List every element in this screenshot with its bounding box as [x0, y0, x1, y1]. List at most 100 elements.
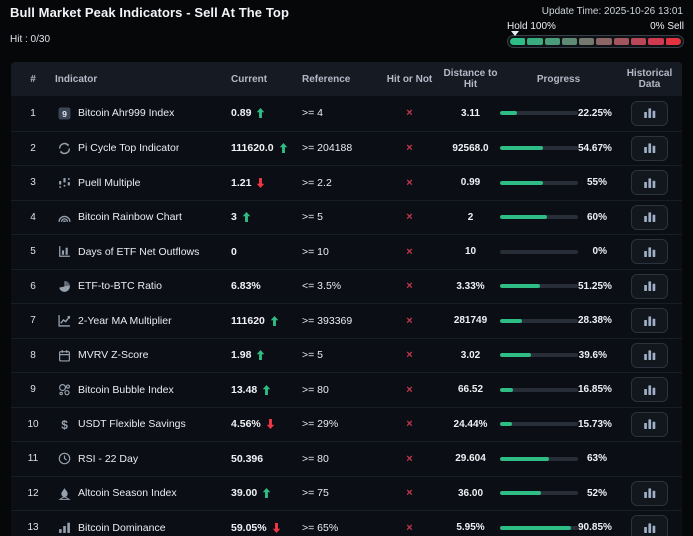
current-value: 3 — [231, 211, 237, 224]
historical-data-button[interactable] — [631, 411, 668, 437]
histogram-icon — [643, 280, 657, 292]
reference-value: >= 393369 — [302, 314, 353, 327]
indicator-name: USDT Flexible Savings — [78, 418, 186, 431]
not-hit-mark: × — [406, 349, 413, 362]
gauge-bar[interactable] — [507, 31, 684, 48]
progress-percent: 22.25% — [578, 107, 612, 119]
indicators-table: # Indicator Current Reference Hit or Not… — [11, 62, 682, 536]
dollar-icon: $ — [58, 418, 71, 431]
progress-percent: 63% — [586, 453, 607, 465]
arrow-down-icon — [256, 177, 265, 188]
row-number: 6 — [30, 280, 36, 292]
current-value: 1.98 — [231, 349, 252, 362]
historical-data-button[interactable] — [631, 204, 668, 230]
page-title: Bull Market Peak Indicators - Sell At Th… — [10, 5, 289, 20]
historical-data-button[interactable] — [631, 342, 668, 368]
histogram-icon — [643, 246, 657, 258]
progress-bar — [500, 318, 578, 323]
historical-data-button[interactable] — [631, 480, 668, 506]
historical-data-button[interactable] — [631, 135, 668, 161]
table-row: 8 MVRV Z-Score 1.98 >= 5 × 3.02 39.6% — [11, 337, 682, 372]
histogram-icon — [643, 142, 657, 154]
indicator-name: Bitcoin Dominance — [78, 521, 166, 534]
column-header-number: # — [30, 73, 36, 85]
column-header-progress: Progress — [536, 73, 581, 85]
table-row: 13 Bitcoin Dominance 59.05% >= 65% × 5.9… — [11, 510, 682, 536]
progress-bar — [500, 353, 578, 358]
historical-data-button[interactable] — [631, 239, 668, 265]
histogram-icon — [643, 349, 657, 361]
scatter-chart-icon — [58, 176, 71, 189]
arrow-up-icon — [256, 108, 265, 119]
column-header-distance: Distance to Hit — [443, 68, 498, 90]
historical-data-button[interactable] — [631, 377, 668, 403]
distance-value: 36.00 — [457, 487, 484, 499]
not-hit-mark: × — [406, 107, 413, 120]
reference-value: >= 29% — [302, 418, 339, 431]
progress-bar — [500, 525, 578, 530]
ascending-bars-icon — [58, 521, 71, 534]
gauge-segment — [527, 38, 543, 45]
pie-chart-icon — [58, 280, 71, 293]
historical-data-button[interactable] — [631, 273, 668, 299]
table-header-row: # Indicator Current Reference Hit or Not… — [11, 62, 682, 96]
distance-value: 3.11 — [461, 107, 480, 119]
bubbles-icon — [58, 383, 71, 396]
reference-value: >= 80 — [302, 383, 329, 396]
progress-percent: 90.85% — [578, 522, 612, 534]
progress-percent: 16.85% — [578, 384, 612, 396]
progress-percent: 52% — [586, 487, 607, 499]
table-row: 9 Bitcoin Bubble Index 13.48 >= 80 × 66.… — [11, 372, 682, 407]
not-hit-mark: × — [406, 383, 413, 396]
distance-value: 24.44% — [453, 418, 488, 430]
historical-data-button[interactable] — [631, 100, 668, 126]
not-hit-mark: × — [406, 521, 413, 534]
row-number: 8 — [30, 349, 36, 361]
bar-chart-axis-icon — [58, 245, 71, 258]
indicator-name: 2-Year MA Multiplier — [78, 314, 172, 327]
gauge-segment — [613, 38, 630, 45]
not-hit-mark: × — [406, 314, 413, 327]
progress-percent: 15.73% — [578, 418, 612, 430]
historical-data-button[interactable] — [631, 170, 668, 196]
not-hit-mark: × — [406, 280, 413, 293]
clock-icon — [58, 452, 71, 465]
arrow-up-icon — [262, 384, 271, 395]
cycle-arrows-icon — [58, 142, 71, 155]
distance-value: 0.99 — [460, 177, 481, 189]
svg-text:$: $ — [61, 418, 68, 431]
gauge-segment — [561, 38, 578, 45]
row-number: 7 — [30, 315, 36, 327]
reference-value: >= 65% — [302, 521, 339, 534]
arrow-up-icon — [242, 212, 251, 223]
reference-value: >= 2.2 — [302, 176, 332, 189]
row-number: 3 — [30, 177, 36, 189]
svg-text:9: 9 — [62, 109, 67, 119]
reference-value: >= 204188 — [302, 142, 353, 155]
gauge-segment — [510, 38, 526, 45]
current-value: 111620 — [231, 314, 265, 327]
table-row: 5 Days of ETF Net Outflows 0 >= 10 × 10 … — [11, 234, 682, 269]
distance-value: 2 — [467, 211, 474, 223]
progress-bar — [500, 249, 578, 254]
progress-percent: 55% — [586, 177, 607, 189]
table-row: 4 Bitcoin Rainbow Chart 3 >= 5 × 2 60% — [11, 199, 682, 234]
historical-data-button[interactable] — [631, 515, 668, 536]
current-value: 0.89 — [231, 107, 252, 120]
indicator-name: Puell Multiple — [78, 176, 141, 189]
progress-bar — [500, 284, 578, 289]
current-value: 13.48 — [231, 383, 258, 396]
not-hit-mark: × — [406, 176, 413, 189]
current-value: 6.83% — [231, 280, 261, 293]
progress-bar — [500, 180, 578, 185]
hold-sell-gauge: Hold 100% 0% Sell — [507, 21, 684, 48]
gauge-segment — [631, 38, 647, 45]
progress-bar — [500, 146, 578, 151]
distance-value: 281749 — [453, 315, 488, 327]
histogram-icon — [643, 107, 657, 119]
table-row: 6 ETF-to-BTC Ratio 6.83% <= 3.5% × 3.33%… — [11, 268, 682, 303]
progress-bar — [500, 456, 578, 461]
gauge-segment — [544, 38, 560, 45]
arrow-up-icon — [279, 143, 288, 154]
historical-data-button[interactable] — [631, 308, 668, 334]
